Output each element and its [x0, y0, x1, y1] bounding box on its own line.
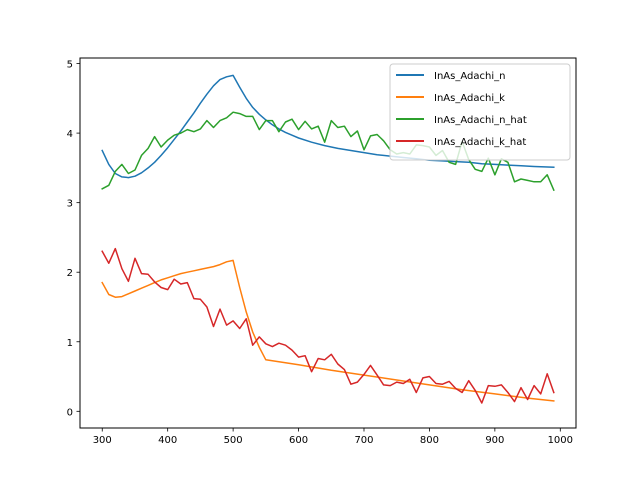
x-tick-label: 1000: [548, 435, 573, 446]
y-tick-label: 5: [67, 60, 73, 71]
x-tick-label: 300: [93, 435, 112, 446]
x-tick-label: 900: [485, 435, 504, 446]
legend-box: [389, 63, 571, 161]
plot-frame: [79, 57, 577, 429]
legend-label-InAs_Adachi_n_hat: InAs_Adachi_n_hat: [434, 115, 527, 126]
x-tick-label: 400: [158, 435, 177, 446]
series-line-InAs_Adachi_n: [101, 74, 555, 179]
series-line-InAs_Adachi_k_hat: [101, 247, 555, 404]
legend-label-InAs_Adachi_n: InAs_Adachi_n: [434, 71, 505, 82]
y-tick-label: 1: [67, 338, 73, 349]
legend-label-InAs_Adachi_k: InAs_Adachi_k: [434, 93, 505, 104]
y-tick-label: 2: [67, 268, 73, 279]
series-line-InAs_Adachi_k: [101, 259, 555, 402]
y-tick-label: 3: [67, 199, 73, 210]
x-tick-label: 600: [289, 435, 308, 446]
x-tick-label: 700: [354, 435, 373, 446]
y-tick-label: 0: [67, 407, 73, 418]
legend-label-InAs_Adachi_k_hat: InAs_Adachi_k_hat: [434, 137, 526, 148]
legend: InAs_Adachi_n InAs_Adachi_k InAs_Adachi_n_…: [389, 63, 571, 161]
x-tick-label: 800: [420, 435, 439, 446]
plot-lines: [101, 74, 555, 404]
x-axis: 300 400 500 600 700 800 900 1000: [93, 428, 573, 446]
y-axis: 0 1 2 3 4 5: [67, 60, 80, 418]
series-line-InAs_Adachi_n_hat: [101, 111, 555, 192]
x-tick-label: 500: [224, 435, 243, 446]
y-tick-label: 4: [67, 129, 73, 140]
